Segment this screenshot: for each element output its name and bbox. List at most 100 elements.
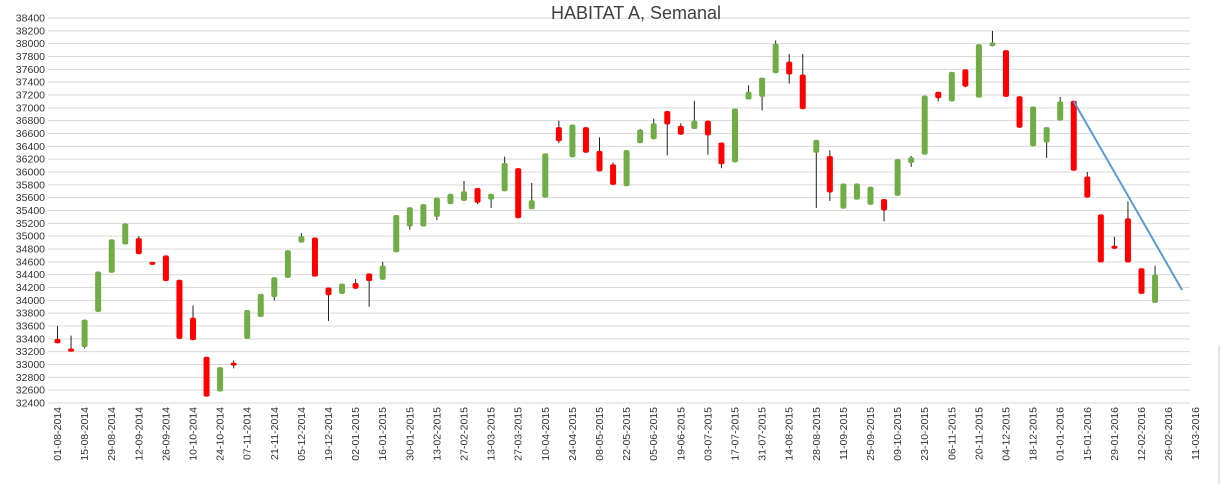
candle bbox=[935, 91, 942, 102]
candle-body-down bbox=[704, 120, 711, 136]
x-tick-label: 25-09-2015 bbox=[865, 407, 877, 461]
x-tick-label: 26-02-2016 bbox=[1163, 407, 1175, 461]
candle-body-down bbox=[1138, 268, 1145, 294]
x-tick-label: 12-09-2014 bbox=[133, 407, 145, 461]
candle-body-down bbox=[1003, 50, 1009, 97]
x-tick-label: 30-01-2015 bbox=[404, 407, 416, 461]
candle bbox=[298, 232, 305, 243]
y-tick-label: 34800 bbox=[16, 244, 45, 256]
candle bbox=[244, 309, 251, 339]
candle-body-up bbox=[840, 183, 847, 209]
candle bbox=[975, 44, 982, 98]
candle-body-down bbox=[311, 237, 318, 277]
candle-body-down bbox=[1124, 218, 1131, 263]
candle bbox=[257, 293, 264, 318]
candle-body-up bbox=[298, 236, 305, 243]
y-tick-label: 38000 bbox=[16, 38, 45, 50]
candle bbox=[176, 279, 183, 339]
candle bbox=[447, 193, 454, 205]
candle-body-up bbox=[447, 193, 454, 205]
candle-body-up bbox=[989, 42, 996, 47]
candle-body-up bbox=[217, 367, 224, 392]
candle-body-down bbox=[474, 188, 481, 203]
candle bbox=[596, 137, 603, 172]
candle-body-up bbox=[1043, 127, 1050, 143]
candle-body-up bbox=[122, 223, 129, 245]
x-tick-label: 01-08-2014 bbox=[52, 407, 64, 461]
candle-body-up bbox=[461, 191, 467, 201]
candle bbox=[745, 85, 752, 100]
candle bbox=[637, 129, 644, 144]
candle bbox=[691, 100, 698, 130]
candle-body-down bbox=[610, 164, 617, 185]
y-tick-label: 37400 bbox=[16, 77, 45, 89]
x-tick-label: 29-08-2014 bbox=[106, 407, 118, 461]
candle bbox=[894, 159, 901, 196]
candle-body-down bbox=[190, 317, 196, 341]
candle bbox=[203, 356, 210, 397]
candle bbox=[1084, 172, 1091, 198]
candle-body-up bbox=[81, 319, 88, 348]
candle bbox=[95, 271, 102, 312]
candle-body-up bbox=[908, 157, 915, 164]
candle bbox=[555, 120, 562, 144]
candle-body-down bbox=[203, 356, 210, 397]
y-tick-label: 37000 bbox=[16, 102, 45, 114]
y-tick-label: 34600 bbox=[16, 256, 45, 268]
candle-body-up bbox=[894, 159, 901, 196]
x-tick-label: 01-01-2016 bbox=[1055, 407, 1067, 461]
candle bbox=[352, 279, 359, 289]
candle bbox=[799, 53, 806, 110]
x-tick-label: 12-02-2016 bbox=[1136, 407, 1148, 461]
x-tick-label: 10-04-2015 bbox=[540, 407, 552, 461]
candle-body-down bbox=[352, 283, 359, 289]
candle-body-down bbox=[935, 91, 942, 99]
candle bbox=[1097, 214, 1104, 263]
candle-body-down bbox=[1016, 96, 1023, 128]
candle-body-down bbox=[366, 273, 373, 282]
candle-body-down bbox=[881, 198, 888, 211]
candle bbox=[217, 367, 224, 392]
candle-body-down bbox=[677, 125, 684, 135]
x-tick-label: 05-06-2015 bbox=[648, 407, 660, 461]
candle bbox=[515, 168, 522, 219]
x-tick-label: 08-05-2015 bbox=[594, 407, 606, 461]
candle bbox=[772, 40, 779, 74]
candle-body-up bbox=[271, 277, 278, 298]
candle-body-down bbox=[149, 261, 156, 265]
candle bbox=[853, 183, 860, 200]
candle bbox=[881, 198, 888, 222]
x-tick-label: 03-07-2015 bbox=[702, 407, 714, 461]
x-tick-label: 02-01-2015 bbox=[350, 407, 362, 461]
candle-body-down bbox=[1084, 176, 1091, 198]
x-tick-label: 10-10-2014 bbox=[188, 407, 200, 461]
candle-body-up bbox=[637, 129, 644, 144]
candle-body-up bbox=[1057, 101, 1064, 121]
y-tick-label: 33400 bbox=[16, 333, 45, 345]
candle-body-down bbox=[1111, 245, 1118, 249]
y-tick-label: 35000 bbox=[16, 231, 45, 243]
candle-body-down bbox=[555, 127, 562, 142]
x-tick-label: 31-07-2015 bbox=[757, 407, 769, 461]
candle-body-up bbox=[772, 43, 779, 74]
candle bbox=[474, 188, 481, 205]
y-tick-label: 35600 bbox=[16, 192, 45, 204]
candle-body-up bbox=[569, 124, 576, 158]
candle-body-up bbox=[95, 271, 102, 312]
candle bbox=[162, 255, 169, 282]
candle-body-down bbox=[68, 348, 75, 352]
y-tick-label: 37800 bbox=[16, 51, 45, 63]
y-tick-label: 36800 bbox=[16, 115, 45, 127]
x-tick-label: 04-12-2015 bbox=[1001, 407, 1013, 461]
y-tick-label: 35200 bbox=[16, 218, 45, 230]
candle-body-down bbox=[582, 127, 589, 153]
candle bbox=[1124, 201, 1131, 263]
candle-body-down bbox=[230, 362, 237, 366]
y-tick-label: 36200 bbox=[16, 154, 45, 166]
candle-body-up bbox=[921, 95, 928, 155]
candle bbox=[582, 127, 589, 153]
candle-body-up bbox=[379, 265, 386, 280]
candle bbox=[664, 111, 671, 156]
x-tick-label: 27-03-2015 bbox=[513, 407, 525, 461]
y-tick-label: 32600 bbox=[16, 385, 45, 397]
